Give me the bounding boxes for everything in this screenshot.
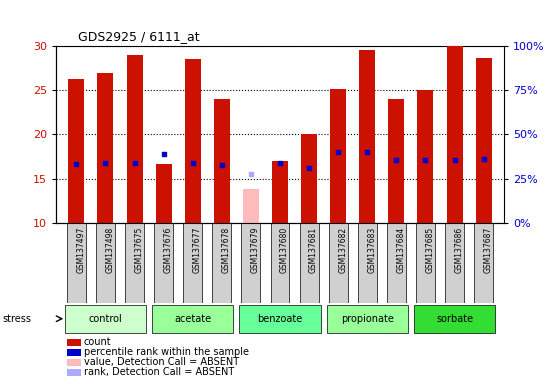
Text: control: control (88, 314, 122, 324)
Bar (241, 223, 260, 303)
Bar (96, 223, 115, 303)
Bar (97, 73, 114, 223)
Bar (65, 305, 146, 333)
Point (421, 157, 430, 163)
Bar (387, 223, 406, 303)
Text: GDS2925 / 6111_at: GDS2925 / 6111_at (78, 30, 200, 43)
Text: GSM137683: GSM137683 (367, 227, 376, 273)
Text: GSM137679: GSM137679 (251, 227, 260, 273)
Bar (270, 223, 290, 303)
Text: value, Detection Call = ABSENT: value, Detection Call = ABSENT (84, 357, 239, 367)
Text: GSM137498: GSM137498 (105, 227, 114, 273)
Bar (125, 223, 144, 303)
Point (479, 156, 488, 162)
Point (130, 160, 139, 166)
Point (159, 151, 168, 157)
Bar (417, 90, 433, 223)
Bar (446, 46, 463, 223)
Text: count: count (84, 337, 111, 347)
Bar (183, 223, 202, 303)
Point (188, 160, 197, 166)
Point (363, 149, 372, 155)
Point (276, 160, 284, 166)
Text: GSM137678: GSM137678 (222, 227, 231, 273)
Bar (329, 223, 348, 303)
Bar (474, 223, 493, 303)
Bar (152, 305, 234, 333)
Text: acetate: acetate (174, 314, 211, 324)
Text: benzoate: benzoate (258, 314, 302, 324)
Text: propionate: propionate (341, 314, 394, 324)
Bar (272, 161, 288, 223)
Text: percentile rank within the sample: percentile rank within the sample (84, 347, 249, 357)
Text: GSM137677: GSM137677 (193, 227, 202, 273)
Text: GSM137675: GSM137675 (134, 227, 143, 273)
Text: GSM137684: GSM137684 (396, 227, 405, 273)
Text: GSM137497: GSM137497 (76, 227, 85, 273)
Bar (243, 189, 259, 223)
Bar (185, 59, 200, 223)
Text: GSM137676: GSM137676 (164, 227, 172, 273)
Bar (445, 223, 464, 303)
Point (450, 157, 459, 163)
Point (392, 157, 401, 163)
Bar (154, 223, 173, 303)
Bar (68, 79, 85, 223)
Text: rank, Detection Call = ABSENT: rank, Detection Call = ABSENT (84, 367, 234, 377)
Point (217, 162, 226, 169)
Point (101, 160, 110, 166)
Text: GSM137687: GSM137687 (484, 227, 493, 273)
Bar (127, 55, 143, 223)
Bar (300, 223, 319, 303)
Text: GSM137681: GSM137681 (309, 227, 318, 273)
Bar (358, 223, 377, 303)
Text: stress: stress (3, 314, 32, 324)
Text: sorbate: sorbate (436, 314, 473, 324)
Point (305, 165, 314, 171)
Bar (239, 305, 321, 333)
Bar (330, 89, 346, 223)
Bar (212, 223, 231, 303)
Point (246, 171, 255, 177)
Bar (301, 134, 317, 223)
Text: GSM137686: GSM137686 (455, 227, 464, 273)
Point (72, 161, 81, 167)
Bar (214, 99, 230, 223)
Bar (414, 305, 495, 333)
Text: GSM137685: GSM137685 (426, 227, 435, 273)
Bar (416, 223, 435, 303)
Bar (475, 58, 492, 223)
Bar (67, 223, 86, 303)
Point (334, 149, 343, 155)
Bar (156, 164, 171, 223)
Bar (326, 305, 408, 333)
Bar (360, 50, 375, 223)
Bar (389, 99, 404, 223)
Text: GSM137682: GSM137682 (338, 227, 347, 273)
Text: GSM137680: GSM137680 (280, 227, 289, 273)
